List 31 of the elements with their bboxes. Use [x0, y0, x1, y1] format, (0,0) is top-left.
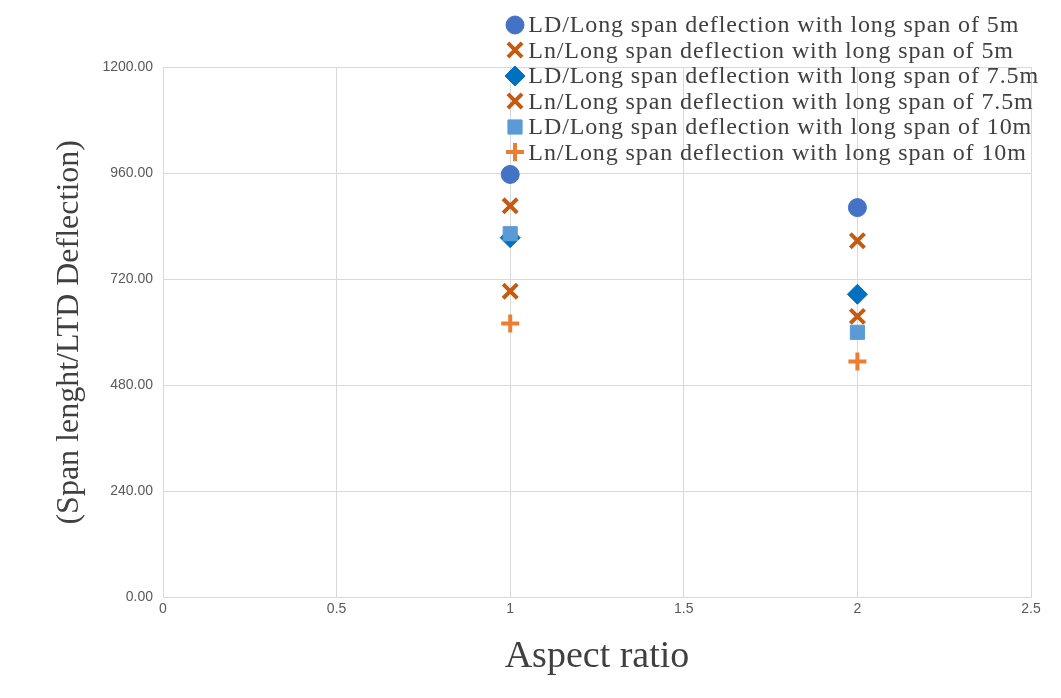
point: [502, 226, 518, 242]
legend-label: LD/Long span deflection with long span of 5m: [528, 11, 1020, 38]
y-tick-label: 480.00: [110, 376, 154, 393]
point: [500, 164, 520, 184]
point: [848, 307, 867, 326]
point: [501, 196, 520, 215]
legend-label: Ln/Long span deflection with long span of 10m: [528, 138, 1027, 165]
x-tick-label: 1: [506, 599, 515, 616]
point: [499, 312, 522, 335]
point: [501, 282, 520, 301]
y-tick-label: 720.00: [110, 270, 154, 287]
y-axis-title: (Span lenght/LTD Deflection): [48, 140, 85, 525]
legend-label: LD/Long span deflection with long span of 10m: [528, 113, 1033, 140]
point: [847, 198, 867, 218]
y-tick-label: 240.00: [110, 482, 154, 499]
point: [848, 231, 867, 250]
point: [846, 283, 868, 305]
x-tick-label: 1.5: [674, 599, 694, 616]
point: [849, 324, 865, 340]
x-tick-label: 0: [159, 599, 168, 616]
x-tick-label: 2: [853, 599, 862, 616]
x-tick-label: 2.5: [1021, 599, 1041, 616]
legend-label: LD/Long span deflection with long span of 7.5m: [528, 62, 1039, 89]
legend-label: Ln/Long span deflection with long span of 7.5m: [528, 87, 1034, 114]
y-tick-label: 960.00: [110, 163, 154, 180]
y-tick-label: 1200.00: [102, 57, 154, 74]
x-tick-label: 0.5: [326, 599, 347, 616]
y-tick-label: 0.00: [125, 588, 154, 605]
point: [846, 350, 869, 373]
legend-label: Ln/Long span deflection with long span of 5m: [528, 36, 1014, 63]
x-axis-title: Aspect ratio: [504, 633, 690, 676]
